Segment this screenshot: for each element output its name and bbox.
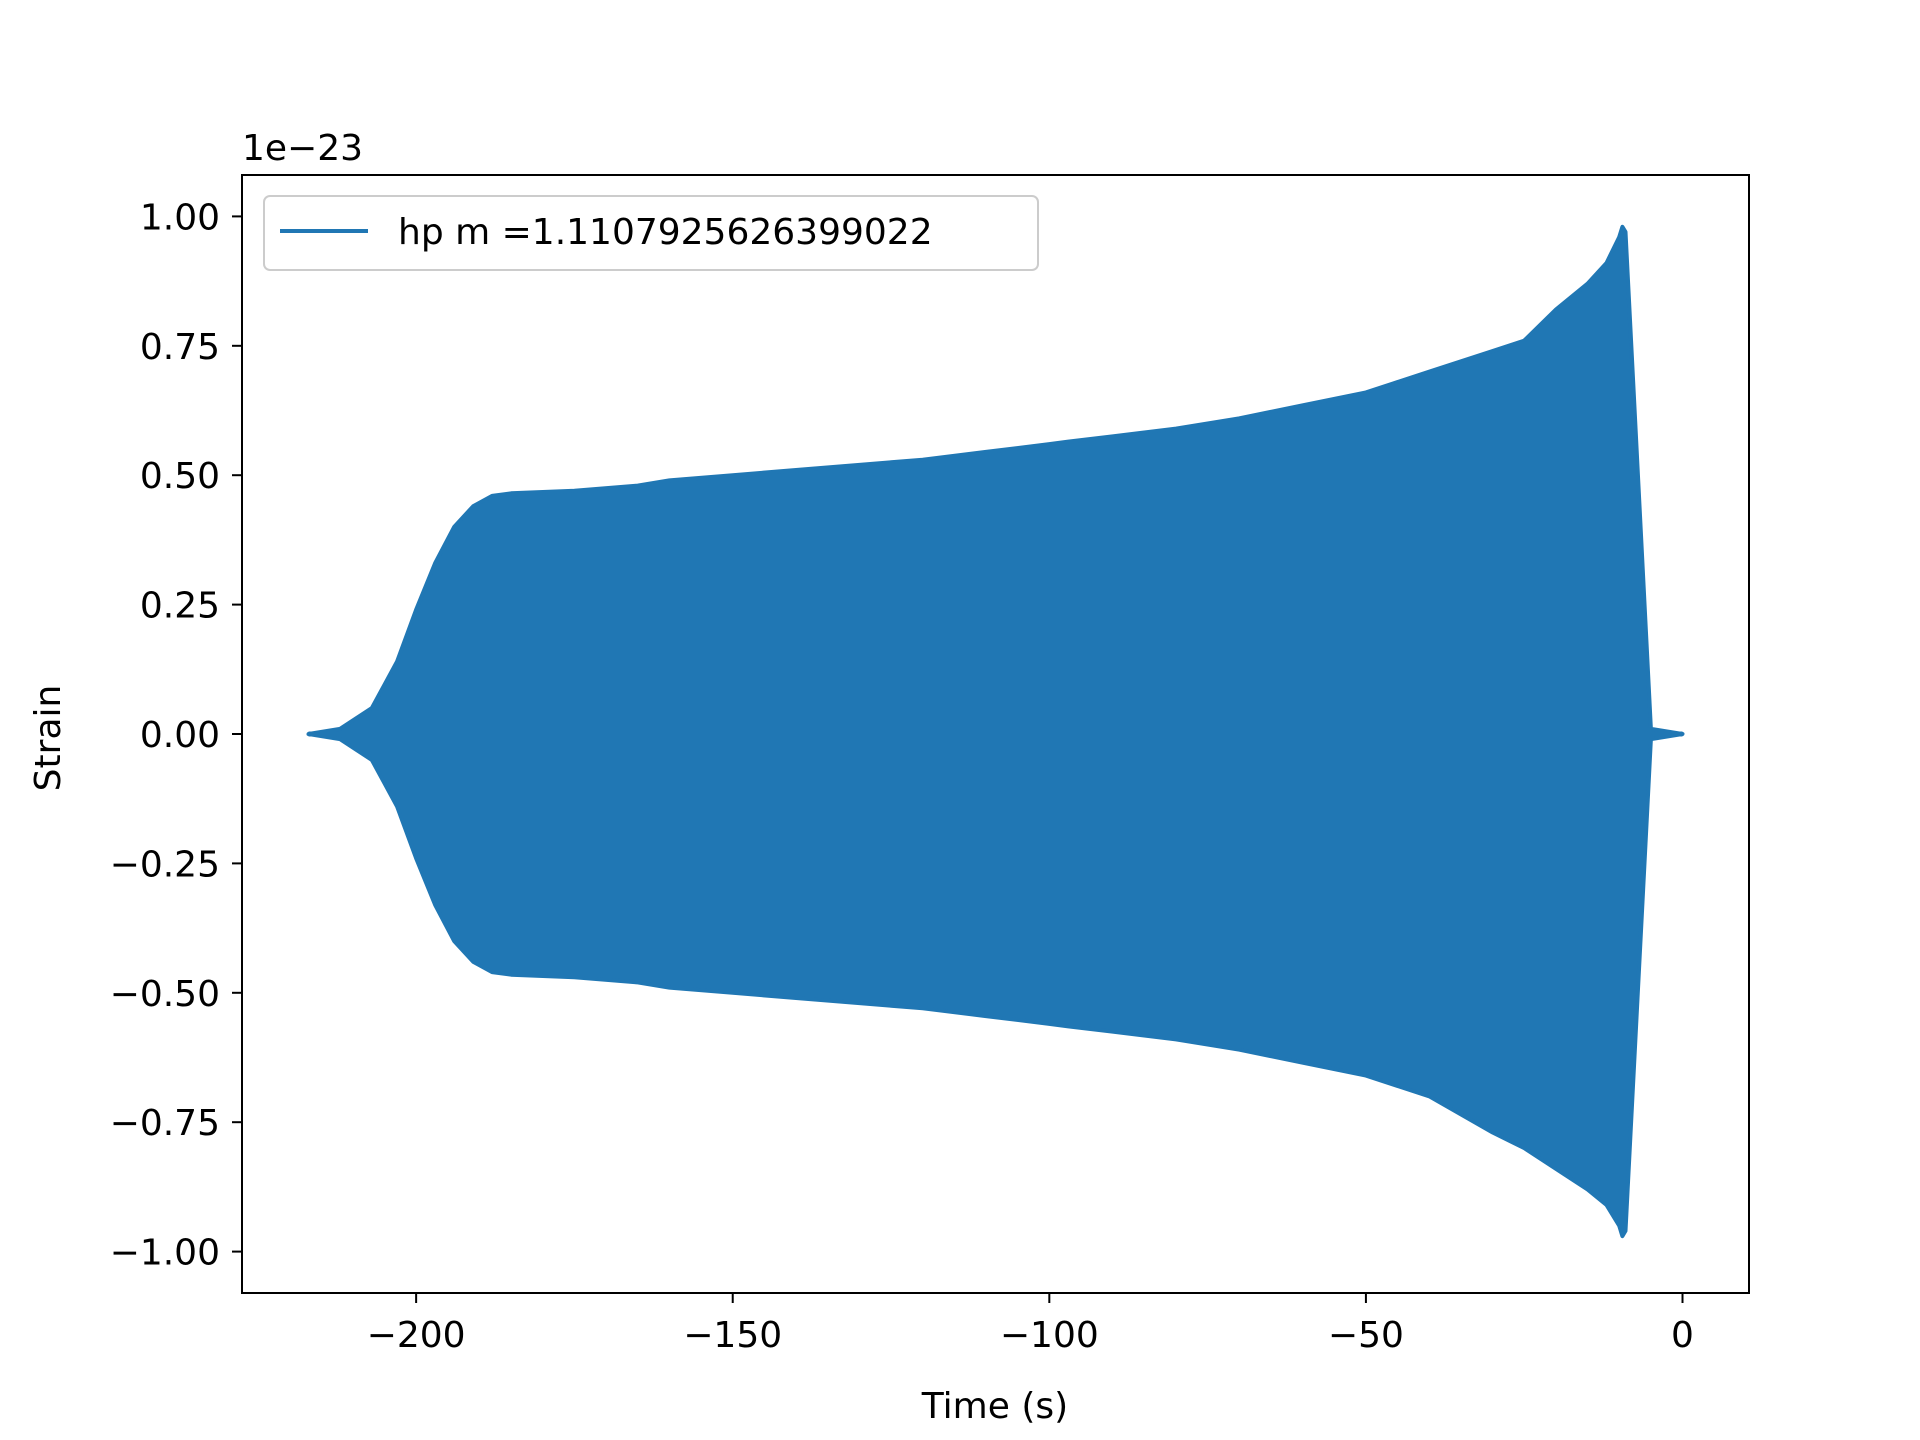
- y-tick-label: −0.25: [110, 844, 220, 885]
- y-tick-label: −1.00: [110, 1233, 220, 1274]
- y-axis-label: Strain: [28, 685, 69, 792]
- x-tick-label: −200: [367, 1315, 466, 1356]
- y-tick-label: 0.00: [140, 715, 220, 756]
- x-tick-label: −50: [1328, 1315, 1404, 1356]
- y-tick-label: −0.75: [110, 1103, 220, 1144]
- x-tick-label: −100: [1000, 1315, 1099, 1356]
- x-axis-label: Time (s): [921, 1386, 1068, 1427]
- y-tick-label: 0.25: [140, 586, 220, 627]
- x-tick-label: 0: [1671, 1315, 1694, 1356]
- y-tick-label: 0.75: [140, 327, 220, 368]
- x-tick-label: −150: [683, 1315, 782, 1356]
- y-offset-text: 1e−23: [242, 128, 363, 169]
- x-axis: −200 −150 −100 −50 0: [367, 1293, 1694, 1356]
- legend-label: hp m =1.1107925626399022: [398, 212, 933, 253]
- legend: hp m =1.1107925626399022: [263, 195, 1039, 271]
- y-tick-label: 1.00: [140, 197, 220, 238]
- legend-box: [263, 195, 1039, 271]
- y-axis: 1.00 0.75 0.50 0.25 0.00 −0.25 −0.50 −0.75 −1.00: [110, 197, 242, 1274]
- plot-area: [306, 224, 1685, 1239]
- y-tick-label: 0.50: [140, 456, 220, 497]
- y-tick-label: −0.50: [110, 974, 220, 1015]
